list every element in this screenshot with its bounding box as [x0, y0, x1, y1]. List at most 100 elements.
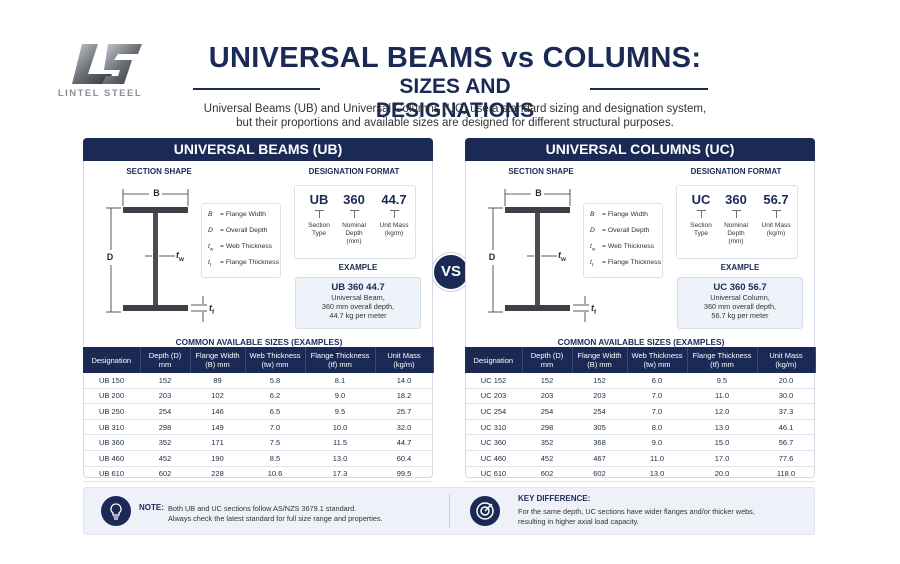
sizes-table: Designation Depth (D) mm Flange Width (B) … — [465, 347, 816, 483]
cell: 8.1 — [305, 373, 375, 389]
footer: NOTE: Both UB and UC sections follow AS/… — [83, 487, 815, 535]
table-row: UC 310 298 305 8.0 13.0 46.1 — [465, 419, 815, 436]
format-stem — [701, 210, 702, 218]
format-code: UC — [691, 192, 711, 207]
column-header: Designation — [465, 347, 523, 373]
format-stem — [319, 210, 320, 218]
legend-row: D = Overall Depth — [590, 227, 649, 234]
dim-tw: tw — [176, 250, 184, 263]
flange — [505, 305, 570, 311]
cell: 7.0 — [627, 388, 687, 405]
table-head: Designation Depth (D) mm Flange Width (B) … — [83, 347, 434, 373]
designation-cell: UC 360 — [465, 434, 522, 451]
subscript: w — [179, 255, 184, 263]
panel-title: UNIVERSAL COLUMNS (UC) — [465, 138, 815, 161]
section-drawing — [488, 189, 589, 322]
cell: 8.0 — [627, 419, 687, 436]
dim-tf: tf — [209, 303, 214, 316]
symbol: t — [208, 259, 210, 266]
cell: 190 — [190, 450, 245, 467]
cell: 20.0 — [757, 373, 815, 389]
cell: 152 — [522, 373, 572, 389]
note-line: Both UB and UC sections follow AS/NZS 36… — [168, 504, 357, 513]
designation-cell: UB 310 — [83, 419, 140, 436]
legend-box: B = Flange Width D = Overall Depth tw = Web T… — [583, 203, 663, 278]
cell: 149 — [190, 419, 245, 436]
table-row: UC 203 203 203 7.0 11.0 30.0 — [465, 388, 815, 405]
cell: 77.6 — [757, 450, 815, 467]
icon-circle — [101, 496, 131, 526]
table-row: UC 254 254 254 7.0 12.0 37.3 — [465, 403, 815, 420]
logo-text: LINTEL STEEL — [57, 88, 143, 99]
example-line: 360 mm overall depth, — [321, 302, 395, 311]
subscript: f — [212, 308, 215, 316]
legend-row: B = Flange Width — [208, 211, 266, 218]
cell: 13.0 — [627, 466, 687, 483]
designation-cell: UB 200 — [83, 388, 140, 405]
example-line: Universal Column, — [710, 293, 770, 302]
legend-text: = Flange Thickness — [602, 259, 662, 266]
table-caption: COMMON AVAILABLE SIZES (EXAMPLES) — [175, 337, 343, 347]
format-stem-bar — [732, 210, 741, 211]
table-row: UC 152 152 152 6.0 9.5 20.0 — [465, 373, 815, 389]
note-icon — [101, 496, 131, 526]
web — [153, 213, 158, 305]
example-line: 360 mm overall depth, — [703, 302, 777, 311]
target-arrow — [484, 503, 493, 512]
designation-cell: UC 152 — [465, 373, 522, 389]
format-stem-bar — [390, 210, 399, 211]
target-ring — [476, 502, 494, 520]
logo-s — [102, 44, 142, 84]
column-header: Unit Mass (kg/m) — [757, 347, 816, 373]
cell: 9.5 — [687, 373, 757, 389]
cell: 11.0 — [627, 450, 687, 467]
note-label: NOTE: — [139, 503, 164, 512]
cell: 9.5 — [305, 403, 375, 420]
cell: 13.0 — [687, 419, 757, 436]
legend-symbol: tf — [590, 259, 602, 268]
format-desc: Nominal Depth (mm) — [342, 222, 366, 245]
format-box: UB Section Type 360 Nominal Depth (mm) 44.7 U… — [294, 185, 416, 259]
format-code: 360 — [725, 192, 747, 207]
format-label: DESIGNATION FORMAT — [308, 167, 400, 176]
cell: 89 — [190, 373, 245, 389]
subscript: f — [594, 308, 597, 316]
column-header: Flange Thickness (tf) mm — [305, 347, 376, 373]
cell: 7.0 — [245, 419, 305, 436]
symbol: t — [209, 303, 212, 313]
symbol: B — [208, 211, 213, 218]
cell: 452 — [140, 450, 190, 467]
format-desc: Section Type — [690, 222, 712, 237]
format-desc: Unit Mass (kg/m) — [379, 222, 409, 237]
title-rule-left — [193, 88, 320, 90]
legend-row: tf = Flange Thickness — [590, 259, 661, 268]
symbol: t — [591, 303, 594, 313]
table-row: UB 610 602 228 10.6 17.3 99.5 — [83, 466, 433, 483]
legend-text: = Web Thickness — [220, 243, 273, 250]
table-body: UC 152 152 152 6.0 9.5 20.0 UC 203 203 203 7.0 11.… — [465, 373, 815, 483]
symbol: D — [208, 227, 213, 234]
table-row: UC 610 602 602 13.0 20.0 118.0 — [465, 466, 815, 483]
table-row: UB 460 452 190 8.5 13.0 60.4 — [83, 450, 433, 467]
designation-cell: UC 254 — [465, 403, 522, 420]
cell: 102 — [190, 388, 245, 405]
dim-b: B — [535, 188, 542, 198]
cell: 352 — [522, 434, 572, 451]
cell: 146 — [190, 403, 245, 420]
cell: 254 — [522, 403, 572, 420]
designation-cell: UB 460 — [83, 450, 140, 467]
flange — [123, 305, 188, 311]
cell: 46.1 — [757, 419, 815, 436]
bulb — [110, 503, 122, 520]
legend-text: = Overall Depth — [220, 227, 268, 234]
table-row: UB 200 203 102 6.2 9.0 18.2 — [83, 388, 433, 405]
legend-symbol: D — [208, 227, 220, 234]
legend-row: B = Flange Width — [590, 211, 648, 218]
cell: 9.0 — [305, 388, 375, 405]
dim-d: D — [106, 252, 114, 262]
dim-tf: tf — [591, 303, 596, 316]
cell: 30.0 — [757, 388, 815, 405]
intro-line: but their proportions and available size… — [236, 117, 674, 129]
